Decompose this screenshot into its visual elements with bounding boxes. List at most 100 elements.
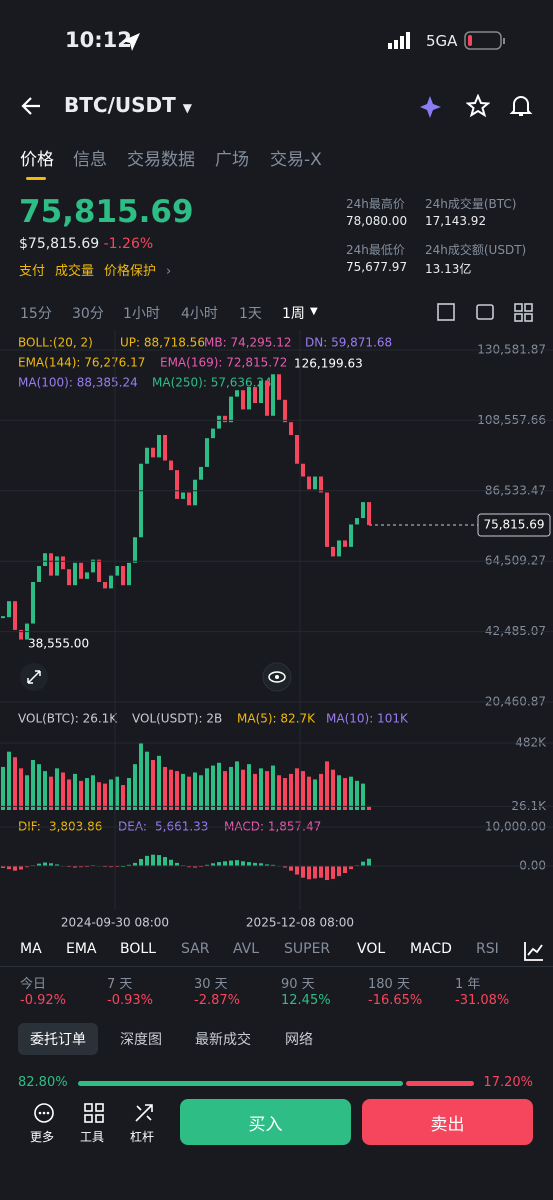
dropdown-caret: ▼ bbox=[310, 306, 318, 317]
period-change: -31.08% bbox=[455, 993, 510, 1008]
volume-bar bbox=[259, 768, 263, 810]
eye-button[interactable] bbox=[262, 662, 292, 692]
interval[interactable]: 30分 bbox=[72, 306, 104, 322]
macd-bar bbox=[301, 866, 305, 878]
tab[interactable]: 交易-X bbox=[270, 150, 322, 170]
interval[interactable]: 4小时 bbox=[181, 306, 218, 322]
macd-bar bbox=[211, 863, 215, 867]
volume-bar bbox=[331, 769, 335, 810]
interval[interactable]: 1天 bbox=[239, 306, 262, 322]
indicator-tab[interactable]: SUPER bbox=[284, 941, 331, 957]
macd-bar bbox=[367, 858, 371, 867]
fullscreen-button[interactable] bbox=[20, 663, 48, 691]
nav-label[interactable]: 杠杆 bbox=[130, 1130, 155, 1144]
nav-label[interactable]: 工具 bbox=[80, 1130, 105, 1144]
macd-bar bbox=[241, 861, 245, 867]
candle-body bbox=[187, 492, 191, 506]
legend-item: MA(250): 57,636.24 bbox=[152, 376, 272, 390]
candle-body bbox=[289, 422, 293, 435]
price-tag[interactable]: 价格保护 bbox=[104, 264, 157, 279]
tab[interactable]: 价格 bbox=[20, 150, 54, 170]
indicator-tab[interactable]: SAR bbox=[181, 941, 210, 957]
indicator-tab[interactable]: MACD bbox=[410, 941, 452, 957]
favorite-icon[interactable] bbox=[466, 94, 490, 118]
nav-icon[interactable] bbox=[33, 1102, 55, 1124]
interval[interactable]: 1小时 bbox=[123, 306, 160, 322]
candle-body bbox=[319, 476, 323, 493]
candle-body bbox=[343, 540, 347, 547]
pair: BTC/USDT bbox=[64, 93, 176, 117]
interval[interactable]: 1周 bbox=[282, 306, 305, 322]
candle-body bbox=[283, 399, 287, 423]
legend-item: DN: 59,871.68 bbox=[305, 336, 392, 350]
price-axis-label: 86,533.47 bbox=[485, 483, 546, 497]
volume-bar bbox=[325, 761, 329, 810]
order-tab[interactable]: 深度图 bbox=[120, 1032, 162, 1048]
macd-bar bbox=[145, 855, 149, 867]
candle-body bbox=[151, 447, 155, 458]
candle-body bbox=[211, 428, 215, 439]
order-tab[interactable]: 网络 bbox=[285, 1032, 313, 1048]
candle-body bbox=[253, 387, 257, 404]
candle-body bbox=[157, 434, 161, 458]
buy-button[interactable]: 买入 bbox=[180, 1099, 351, 1145]
volume-bar bbox=[37, 764, 41, 810]
macd-bar bbox=[295, 866, 299, 875]
dropdown-caret: ▼ bbox=[182, 101, 192, 115]
candle-body bbox=[193, 479, 197, 506]
volume-bar bbox=[109, 779, 113, 810]
legend-item: EMA(144): 76,276.17 bbox=[18, 356, 145, 370]
candle-body bbox=[145, 447, 149, 464]
macd-bar bbox=[307, 866, 311, 880]
period-label: 7 天 bbox=[107, 977, 133, 992]
indicator-tab[interactable]: EMA bbox=[66, 941, 97, 957]
settings-tool[interactable] bbox=[476, 304, 494, 320]
tab[interactable]: 信息 bbox=[73, 150, 107, 170]
volume-bar bbox=[79, 780, 83, 810]
nav-icon[interactable] bbox=[83, 1102, 105, 1124]
usd-price: $75,815.69 -1.26% bbox=[19, 236, 153, 252]
tab[interactable]: 交易数据 bbox=[127, 150, 195, 170]
macd-bar bbox=[43, 862, 47, 867]
indicator-tab[interactable]: MA bbox=[20, 941, 42, 957]
ai-icon[interactable] bbox=[420, 94, 446, 118]
chevron: › bbox=[166, 264, 172, 279]
stat-value: 17,143.92 bbox=[425, 214, 487, 228]
macd-bar bbox=[13, 866, 17, 871]
indicator-tab[interactable]: BOLL bbox=[120, 941, 156, 957]
volume-bar bbox=[229, 766, 233, 810]
sell-button[interactable]: 卖出 bbox=[362, 1099, 533, 1145]
order-tab[interactable]: 委托订单 bbox=[18, 1023, 98, 1055]
legend-item: EMA(169): 72,815.72 bbox=[160, 356, 287, 370]
stat-value: 75,677.97 bbox=[346, 260, 408, 274]
price-tag[interactable]: 支付 bbox=[19, 264, 46, 279]
back-button[interactable] bbox=[20, 95, 44, 117]
indicator-tab[interactable]: VOL bbox=[357, 941, 386, 957]
indicator-settings[interactable] bbox=[523, 940, 545, 962]
volume-bar bbox=[211, 765, 215, 810]
order-tab[interactable]: 最新成交 bbox=[195, 1032, 251, 1048]
pair-selector[interactable]: BTC/USDT ▼ bbox=[64, 93, 192, 117]
macd-bar bbox=[19, 866, 23, 870]
candle-body bbox=[97, 559, 101, 583]
volume-bar bbox=[7, 751, 11, 810]
macd-bar bbox=[127, 864, 131, 867]
indicator-tab[interactable]: AVL bbox=[233, 941, 260, 957]
indicator-tab[interactable]: RSI bbox=[476, 941, 499, 957]
nav-label[interactable]: 更多 bbox=[30, 1130, 55, 1144]
candle-body bbox=[43, 553, 47, 567]
volume-bar bbox=[151, 760, 155, 810]
volume-bar bbox=[343, 778, 347, 810]
macd-bar bbox=[229, 860, 233, 867]
layout-tool[interactable] bbox=[514, 303, 533, 322]
interval[interactable]: 15分 bbox=[20, 306, 52, 322]
draw-tool[interactable] bbox=[437, 303, 455, 321]
legend-item: VOL(BTC): 26.1K bbox=[18, 712, 118, 726]
macd-bar bbox=[1, 866, 5, 868]
price-tag[interactable]: 成交量 bbox=[55, 264, 95, 279]
nav-icon[interactable] bbox=[133, 1102, 155, 1124]
tab[interactable]: 广场 bbox=[215, 150, 249, 170]
volume-bar bbox=[91, 775, 95, 810]
alert-icon[interactable] bbox=[509, 94, 533, 118]
